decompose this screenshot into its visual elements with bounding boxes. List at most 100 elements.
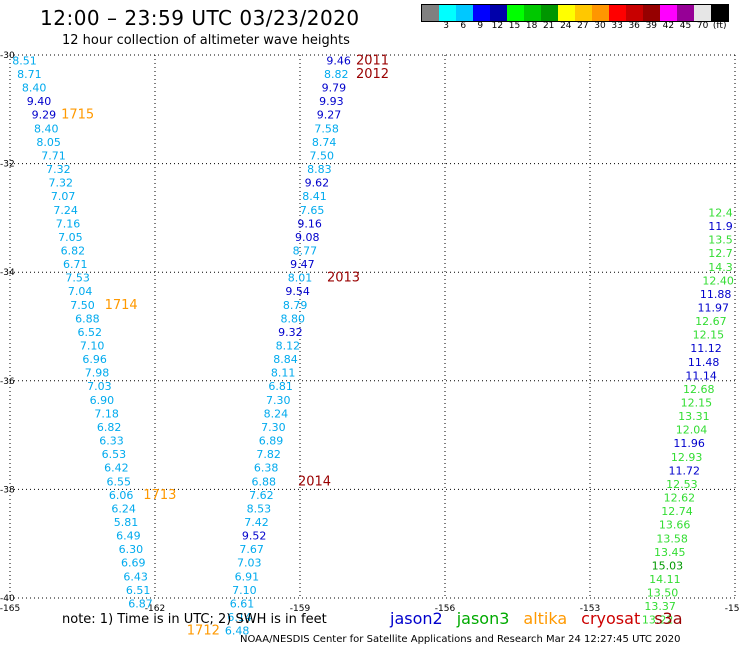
swh-value: 6.38 — [254, 462, 279, 475]
swh-value: 8.79 — [283, 299, 308, 312]
swh-value: 7.10 — [80, 340, 105, 353]
swh-value: 6.48 — [225, 625, 250, 638]
swh-value: 7.03 — [237, 557, 262, 570]
colorbar-swatch — [524, 5, 541, 21]
swh-value: 6.51 — [126, 584, 151, 597]
colorbar-swatch — [626, 5, 643, 21]
colorbar-swatch — [456, 5, 473, 21]
swh-value: 7.32 — [46, 163, 71, 176]
colorbar-swatch — [677, 5, 694, 21]
lon-tick-label: -156 — [435, 604, 456, 614]
swh-value: 7.50 — [310, 149, 335, 162]
swh-value: 6.82 — [61, 244, 86, 257]
swh-value: 11.72 — [669, 464, 701, 477]
swh-value: 7.65 — [300, 204, 325, 217]
pass-time-label: 1715 — [61, 108, 94, 123]
swh-value: 9.54 — [285, 285, 310, 298]
colorbar — [421, 4, 729, 22]
lon-tick-label: -159 — [290, 604, 311, 614]
swh-value: 12.04 — [676, 424, 708, 437]
swh-value: 8.51 — [12, 54, 37, 67]
colorbar-label: 70 — [696, 21, 709, 31]
swh-value: 8.41 — [302, 190, 327, 203]
swh-value: 7.10 — [232, 584, 257, 597]
swh-value: 14.11 — [649, 573, 681, 586]
colorbar-swatch — [592, 5, 609, 21]
swh-value: 9.93 — [319, 95, 344, 108]
colorbar-label: 9 — [477, 21, 484, 31]
swh-value: 9.27 — [317, 109, 342, 122]
swh-value: 11.97 — [698, 301, 730, 314]
swh-value: 11.88 — [700, 288, 732, 301]
map-note: note: 1) Time is in UTC; 2) SWH is in fe… — [62, 612, 327, 627]
colorbar-label: 21 — [542, 21, 555, 31]
lon-tick-label: -162 — [145, 604, 165, 614]
swh-value: 13.50 — [647, 587, 679, 600]
swh-value: 6.88 — [252, 475, 277, 488]
swh-value: 7.24 — [53, 204, 78, 217]
colorbar-swatch — [422, 5, 439, 21]
swh-value: 8.40 — [22, 82, 47, 95]
pass-time-label: 2011 — [356, 53, 389, 68]
legend-jason3: jason3 — [456, 609, 510, 628]
lat-tick-label: -38 — [0, 485, 15, 495]
legend-cryosat: cryosat — [581, 609, 641, 628]
lat-tick-label: -40 — [0, 594, 15, 604]
swh-value: 6.24 — [111, 502, 136, 515]
swh-value: 11.48 — [688, 356, 720, 369]
swh-value: 9.62 — [305, 177, 330, 190]
swh-value: 7.71 — [41, 149, 66, 162]
colorbar-swatch — [711, 5, 728, 21]
axis-labels: -30 -32 -34 -36 -38 -40-165 -162 -159 -156 -153 -1… — [0, 51, 740, 614]
colorbar-swatch — [694, 5, 711, 21]
swh-value: 13.58 — [656, 532, 688, 545]
pass-time-label: 1714 — [105, 298, 138, 313]
colorbar-label: 24 — [560, 21, 572, 31]
swh-value: 11.14 — [685, 369, 717, 382]
pass-time-label: 1713 — [143, 488, 176, 503]
colorbar-label: 3 — [443, 21, 449, 31]
pass-time-label: 2014 — [298, 474, 331, 489]
map-subtitle: 12 hour collection of altimeter wave hei… — [62, 33, 350, 48]
swh-value: 8.12 — [276, 340, 301, 353]
swh-value: 7.53 — [65, 272, 90, 285]
swh-value: 8.53 — [247, 502, 272, 515]
colorbar-swatch — [490, 5, 507, 21]
swh-value: 12.93 — [671, 451, 703, 464]
swh-value: 6.14 — [227, 611, 252, 624]
swh-value: 7.98 — [85, 367, 110, 380]
swh-value: 12.68 — [683, 383, 715, 396]
pass-time-label: 2012 — [356, 67, 389, 82]
swh-value: 7.67 — [239, 543, 264, 556]
swh-value: 13.31 — [678, 410, 710, 423]
swh-value: 8.71 — [17, 68, 42, 81]
swh-value: 9.16 — [297, 217, 322, 230]
swh-value: 9.46 — [326, 54, 351, 67]
colorbar-label: 36 — [628, 21, 640, 31]
swh-value: 12.53 — [666, 478, 698, 491]
swh-value: 12.4 — [708, 206, 733, 219]
swh-value: 7.50 — [70, 299, 95, 312]
swh-value: 7.07 — [51, 190, 76, 203]
swh-value: 9.40 — [27, 95, 52, 108]
swh-value: 9.47 — [290, 258, 315, 271]
swh-value: 6.82 — [97, 421, 122, 434]
colorbar-label: 30 — [594, 21, 606, 31]
swh-value: 6.55 — [107, 475, 132, 488]
colorbar-swatch — [473, 5, 490, 21]
swh-value: 7.42 — [244, 516, 269, 529]
swh-value: 6.69 — [121, 557, 146, 570]
swh-value: 12.62 — [664, 492, 696, 505]
colorbar-label: 12 — [491, 21, 504, 31]
swh-value: 9.52 — [242, 530, 267, 543]
pass-time-label: 1712 — [187, 624, 220, 639]
colorbar-label: 15 — [508, 21, 521, 31]
swh-value: 6.88 — [75, 312, 100, 325]
colorbar-label: (ft) — [712, 21, 727, 31]
swh-value: 6.89 — [259, 435, 284, 448]
lat-tick-label: -34 — [0, 268, 15, 278]
colorbar-swatch — [439, 5, 456, 21]
lon-tick-label: -150 — [725, 604, 740, 614]
